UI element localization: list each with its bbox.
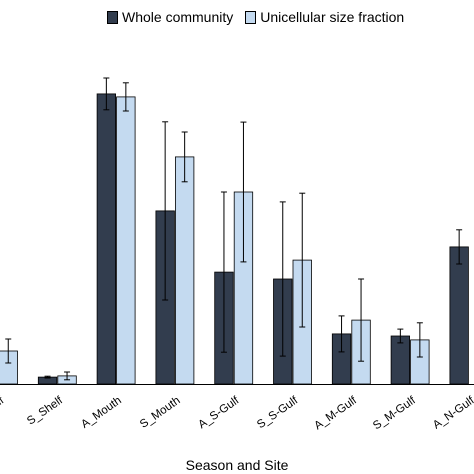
bars-layer xyxy=(0,93,469,385)
bar-unicellular-a-mouth xyxy=(116,96,136,385)
tick-label-a-n-gulf: A_N-Gulf xyxy=(431,394,474,431)
error-bar-whole-a-n-gulf xyxy=(456,229,463,265)
tick-label-a-mouth: A_Mouth xyxy=(79,395,124,431)
legend-swatch-unicellular xyxy=(245,10,257,24)
error-bar-unicellular-a-mouth xyxy=(122,82,129,112)
legend: Whole community Unicellular size fractio… xyxy=(107,6,416,28)
legend-label-unicellular: Unicellular size fraction xyxy=(260,9,405,25)
error-bars-layer xyxy=(5,77,463,381)
error-bar-unicellular-s-shelf xyxy=(64,371,71,381)
tick-label-a-s-gulf: A_S-Gulf xyxy=(196,394,242,431)
error-bar-unicellular-s-s-gulf xyxy=(299,192,306,328)
legend-item-whole-community: Whole community xyxy=(107,9,233,25)
tick-label-s-shelf: S_Shelf xyxy=(25,394,66,427)
error-bar-whole-a-mouth xyxy=(103,77,110,111)
legend-label-whole-community: Whole community xyxy=(122,9,234,25)
error-bar-unicellular-a-m-gulf xyxy=(358,278,365,362)
error-bar-unicellular-a-shelf xyxy=(5,338,12,364)
tick-label-a-m-gulf: A_M-Gulf xyxy=(312,394,359,432)
error-bar-whole-a-m-gulf xyxy=(338,315,345,353)
error-bar-whole-s-mouth xyxy=(162,121,169,301)
tick-label-s-m-gulf: S_M-Gulf xyxy=(371,394,418,432)
tick-labels-layer: lf S_Shelf A_Mouth S_Mouth A_S-Gulf S_S-Gulf A… xyxy=(0,394,474,432)
x-axis-label: Season and Site xyxy=(185,457,289,473)
error-bar-whole-s-s-gulf xyxy=(279,201,286,357)
error-bar-whole-s-shelf xyxy=(44,375,51,379)
legend-item-unicellular: Unicellular size fraction xyxy=(245,9,404,25)
bar-unicellular-s-mouth xyxy=(174,156,195,385)
tick-label-a-shelf: lf xyxy=(0,394,7,408)
legend-swatch-whole-community xyxy=(107,10,118,24)
error-bar-whole-a-s-gulf xyxy=(220,191,227,353)
error-bar-unicellular-s-mouth xyxy=(181,131,188,183)
bar-whole-a-n-gulf xyxy=(449,246,469,385)
error-bar-unicellular-s-m-gulf xyxy=(416,322,423,358)
bar-whole-a-mouth xyxy=(96,93,116,385)
error-bar-whole-s-m-gulf xyxy=(397,328,404,344)
tick-label-s-mouth: S_Mouth xyxy=(138,395,183,431)
error-bar-unicellular-a-s-gulf xyxy=(240,121,247,263)
tick-label-s-s-gulf: S_S-Gulf xyxy=(255,394,301,431)
